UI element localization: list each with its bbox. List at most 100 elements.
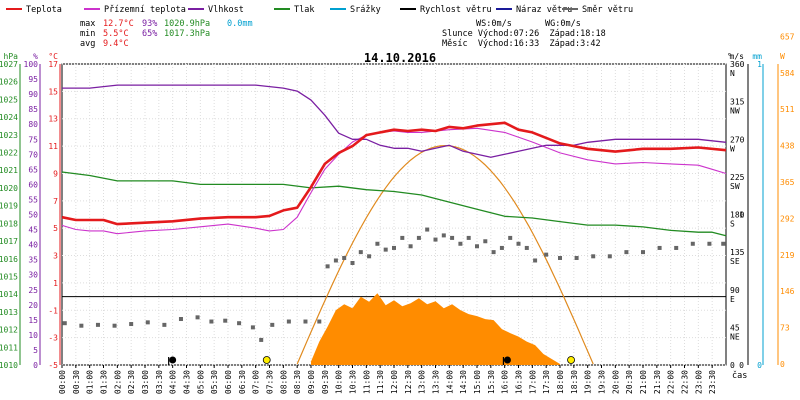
stat-min-hum: 65% (142, 29, 157, 39)
solar-axis-label: W (780, 52, 785, 61)
direction-name-label: SE (730, 257, 740, 266)
humidity-tick-label: 30 (28, 271, 38, 280)
wind-direction-point (333, 258, 338, 263)
humidity-tick-label: 25 (28, 286, 38, 295)
rain-tick-label: 0 (757, 361, 762, 370)
pressure-tick-label: 1022 (0, 149, 18, 158)
x-tick-label: 20:00 (611, 370, 620, 394)
wind-direction-point (475, 244, 479, 249)
stat-max-hum: 93% (142, 19, 157, 29)
x-tick-label: 02:00 (113, 370, 122, 394)
pressure-tick-label: 1015 (0, 272, 18, 281)
wind-direction-point (317, 319, 322, 324)
plot-grid (61, 63, 727, 366)
direction-tick-label: 135 (730, 248, 745, 257)
wind-direction-point (303, 319, 308, 324)
humidity-tick-label: 85 (28, 105, 38, 114)
x-tick-label: 06:00 (224, 370, 233, 394)
info-block: WS:0m/s WG:0m/s Slunce Východ:07:26 Zápa… (442, 19, 606, 49)
rain-tick-label: 1 (757, 60, 762, 69)
legend-label: Tlak (294, 5, 314, 15)
info-wg: WG:0m/s (545, 19, 581, 29)
direction-tick-label: 180 (730, 211, 745, 220)
x-tick-label: 02:30 (127, 370, 136, 394)
x-tick-label: 17:30 (542, 370, 551, 394)
pressure-tick-label: 1020 (0, 184, 18, 193)
humidity-tick-label: 10 (28, 331, 38, 340)
x-tick-label: 21:30 (653, 370, 662, 394)
temperature-tick-label: 15 (48, 87, 58, 96)
x-tick-label: 01:30 (100, 370, 109, 394)
wind-direction-point (721, 241, 726, 246)
wind-direction-point (433, 237, 438, 242)
pressure-tick-label: 1019 (0, 202, 18, 211)
wind-direction-point (392, 245, 396, 250)
wind-direction-point (178, 317, 183, 322)
pressure-tick-label: 1014 (0, 290, 18, 299)
solar-tick-label: 0 (780, 360, 785, 369)
wind-direction-point (499, 245, 504, 250)
wind-direction-points (62, 227, 726, 342)
wind-direction-point (209, 319, 214, 324)
wind-direction-point (458, 241, 463, 246)
temperature-tick-label: 7 (53, 197, 58, 206)
right-axes: 045NE90E135SE180S225SW270W315NW360N01010… (727, 32, 795, 370)
humidity-tick-label: 55 (28, 195, 38, 204)
legend-label: Vlhkost (208, 5, 244, 15)
direction-tick-label: 360 (730, 60, 745, 69)
solar-tick-label: 584 (780, 69, 795, 78)
x-tick-label: 05:00 (196, 370, 205, 394)
wind-direction-point (270, 322, 275, 327)
temperature-line (61, 121, 727, 226)
legend-label: Náraz větru (516, 5, 572, 15)
temperature-tick-label: -1 (48, 306, 58, 315)
stat-min-temp: 5.5°C (103, 29, 129, 39)
wind-direction-point (129, 322, 134, 327)
stat-avg-label: avg (80, 39, 95, 49)
wind-direction-point (367, 254, 372, 259)
rain-axis-label: mm (752, 52, 762, 61)
x-tick-label: 10:30 (349, 370, 358, 394)
legend-label: Rychlost větru (420, 5, 492, 15)
x-tick-label: 12:00 (390, 370, 399, 394)
stat-max-press: 1020.9hPa (164, 19, 210, 29)
solar-tick-label: 365 (780, 178, 795, 187)
direction-name-label: SW (730, 182, 740, 191)
x-tick-label: 04:00 (169, 370, 178, 394)
temperature-tick-label: 13 (48, 115, 58, 124)
x-tick-label: 08:00 (279, 370, 288, 394)
solar-tick-label: 146 (780, 287, 795, 296)
wind-direction-point (400, 235, 405, 240)
stat-avg-temp: 9.4°C (103, 39, 129, 49)
wind-direction-point (62, 321, 67, 326)
info-ws: WS:0m/s (476, 19, 512, 29)
wind-direction-point (350, 260, 355, 265)
x-tick-label: 12:30 (404, 370, 413, 394)
direction-tick-label: 45 (730, 323, 740, 332)
pressure-tick-label: 1024 (0, 113, 18, 122)
temperature-tick-label: -3 (48, 334, 58, 343)
humidity-line (62, 84, 727, 158)
humidity-tick-label: 80 (28, 120, 38, 129)
x-tick-label: 21:00 (639, 370, 648, 394)
stat-max-rain: 0.0mm (227, 19, 253, 29)
wind-direction-point (607, 254, 612, 259)
wind-direction-point (383, 247, 388, 252)
wind-direction-point (674, 245, 679, 250)
solar-tick-label: 219 (780, 251, 795, 260)
x-tick-label: 11:00 (362, 370, 371, 394)
x-tick-label: 07:00 (252, 370, 261, 394)
x-tick-label: 09:30 (321, 370, 330, 394)
stat-max-label: max (80, 19, 95, 29)
solar-tick-label: 292 (780, 214, 795, 223)
humidity-tick-label: 65 (28, 165, 38, 174)
wind-direction-point (558, 255, 562, 260)
wind-direction-point (624, 250, 629, 255)
info-moon: Měsíc Východ:16:33 Západ:3:42 (442, 39, 601, 49)
wind-direction-point (375, 241, 380, 246)
sun-event-dot (262, 356, 271, 364)
pressure-tick-label: 1011 (0, 343, 18, 352)
left-axes: 1010101110121013101410151016101710181019… (0, 52, 61, 370)
humidity-tick-label: 90 (28, 90, 38, 99)
